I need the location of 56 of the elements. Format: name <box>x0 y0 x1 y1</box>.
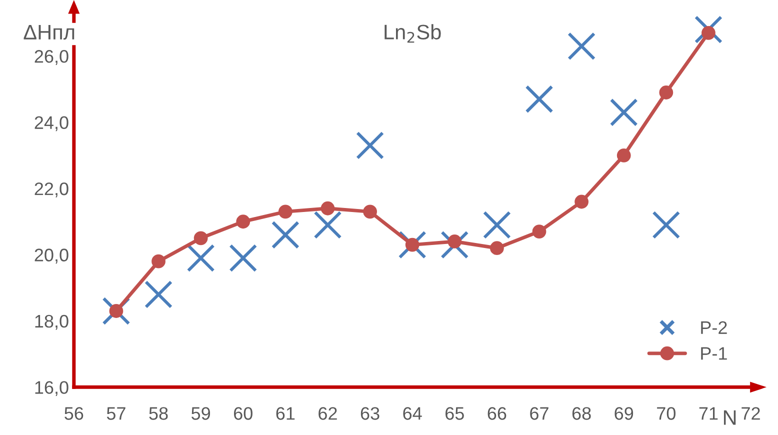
legend-label: P-2 <box>701 321 727 334</box>
x-tick-label: 65 <box>446 407 464 420</box>
x-tick-label: 58 <box>149 407 168 420</box>
point <box>314 210 342 239</box>
point <box>490 241 504 256</box>
x-tick-label: 57 <box>106 407 126 420</box>
x-tick-label: 71 <box>699 407 718 420</box>
x-tick-label: 66 <box>488 407 506 420</box>
chart-title: Ln$_{2}$Sb <box>384 24 441 43</box>
x-tick-label: 63 <box>360 407 380 420</box>
point <box>144 280 173 308</box>
point <box>525 85 554 114</box>
point <box>186 244 215 272</box>
point <box>694 16 722 44</box>
x-axis-title: N <box>724 410 736 425</box>
x-tick-label: 61 <box>276 407 295 420</box>
point <box>236 214 250 229</box>
legend-label: P-1 <box>701 347 727 360</box>
y-axis-title: ΔHпл <box>24 25 74 40</box>
point <box>356 131 384 160</box>
x-tick-label: 60 <box>234 407 252 420</box>
point <box>229 244 258 272</box>
point <box>152 254 166 268</box>
x-tick-label: 67 <box>530 407 548 420</box>
point <box>440 230 469 259</box>
x-tick-label: 69 <box>614 407 634 420</box>
y-tick-label: 20,0 <box>34 248 68 264</box>
y-tick-label: 22,0 <box>34 182 68 198</box>
y-tick-label: 26,0 <box>34 50 68 65</box>
x-tick-label: 59 <box>192 407 210 420</box>
point <box>482 210 511 239</box>
x-tick-label: 64 <box>403 407 422 420</box>
point <box>271 220 300 249</box>
point <box>405 238 420 252</box>
point <box>109 304 124 318</box>
x-tick-label: 68 <box>572 407 591 420</box>
y-tick-label: 18,0 <box>35 314 68 330</box>
point <box>194 231 208 246</box>
point <box>702 26 716 40</box>
point <box>574 194 588 209</box>
point <box>610 98 638 126</box>
x-tick-label: 72 <box>742 407 760 420</box>
x-tick-label: 56 <box>64 407 84 420</box>
point <box>320 201 335 216</box>
point <box>532 224 546 238</box>
point <box>568 32 596 60</box>
y-tick-label: 16,0 <box>35 381 68 396</box>
y-tick-label: 24,0 <box>34 116 68 132</box>
point <box>652 210 680 239</box>
point <box>616 148 631 162</box>
point <box>448 234 462 248</box>
x-tick-label: 70 <box>657 407 676 420</box>
point <box>278 204 292 219</box>
x-tick-label: 62 <box>318 407 337 420</box>
point <box>659 86 674 100</box>
point <box>363 204 377 219</box>
